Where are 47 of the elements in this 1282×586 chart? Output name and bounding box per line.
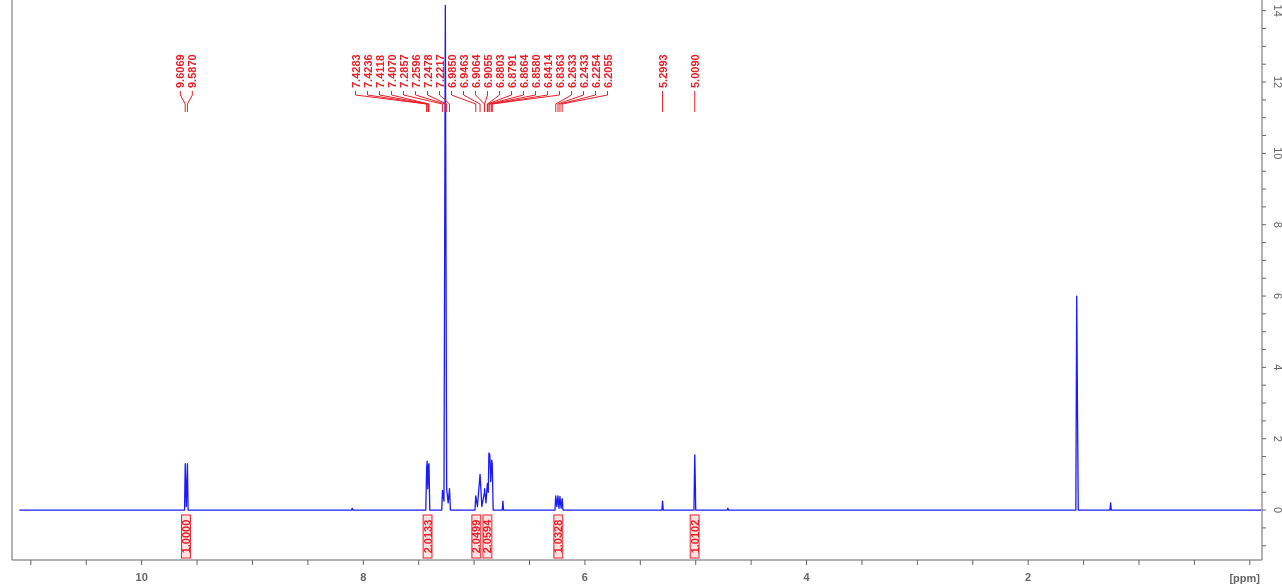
y-tick-label: 0 (1272, 507, 1282, 514)
band-label: 1.0102 (688, 519, 701, 554)
annotation: 6.8363 (553, 54, 566, 88)
annotation: 9.6069 (174, 54, 187, 88)
annotation: 7.2596 (409, 54, 422, 88)
x-tick-label: 8 (360, 571, 367, 583)
annotation: 6.9850 (445, 54, 458, 88)
annotation: 5.2993 (656, 54, 669, 88)
band-label: 2.0594 (481, 518, 494, 554)
annotation: 6.8414 (541, 53, 554, 88)
annotation: 7.2217 (433, 54, 446, 88)
band-label: 2.0499 (470, 519, 483, 554)
y-tick-label: 6 (1272, 292, 1282, 300)
annotation: 6.8664 (517, 53, 530, 88)
annotation: 7.4283 (349, 54, 362, 88)
x-tick-label: 2 (1025, 571, 1032, 583)
annotation: 7.4118 (373, 54, 386, 88)
annotation: 7.4070 (385, 54, 398, 88)
band-label: 1.0328 (552, 519, 565, 554)
annotation: 5.0090 (688, 54, 701, 88)
x-tick-label: 6 (581, 571, 588, 583)
annotation: 6.8803 (493, 54, 506, 88)
x-axis-title: [ppm] (1229, 572, 1261, 584)
line-series (19, 4, 1262, 511)
annotation: 6.9055 (481, 54, 494, 88)
annotation: 6.2633 (565, 54, 578, 88)
annotation: 6.2254 (589, 53, 602, 88)
annotation: 7.2857 (397, 54, 410, 88)
x-tick-label: 4 (803, 571, 811, 583)
annotation: 6.8580 (529, 54, 542, 88)
annotation: 6.9463 (457, 54, 470, 88)
annotation: 9.5870 (186, 54, 199, 88)
x-tick-label: 10 (135, 571, 148, 583)
y-tick-label: 4 (1272, 364, 1282, 371)
y-tick-label: 2 (1272, 435, 1282, 442)
y-tick-label: 8 (1272, 221, 1282, 228)
annotation: 7.4236 (361, 54, 374, 88)
y-tick-label: 10 (1272, 147, 1282, 160)
annotation: 6.2433 (577, 54, 590, 88)
y-tick-label: 14 (1272, 4, 1282, 17)
annotation: 6.2055 (601, 54, 614, 88)
annotation: 7.2478 (421, 54, 434, 88)
annotation: 6.8791 (505, 54, 518, 88)
y-tick-label: 12 (1272, 75, 1282, 89)
band-label: 2.0133 (421, 519, 434, 554)
annotation: 6.9064 (469, 53, 482, 88)
band-label: 1.0000 (179, 519, 192, 554)
